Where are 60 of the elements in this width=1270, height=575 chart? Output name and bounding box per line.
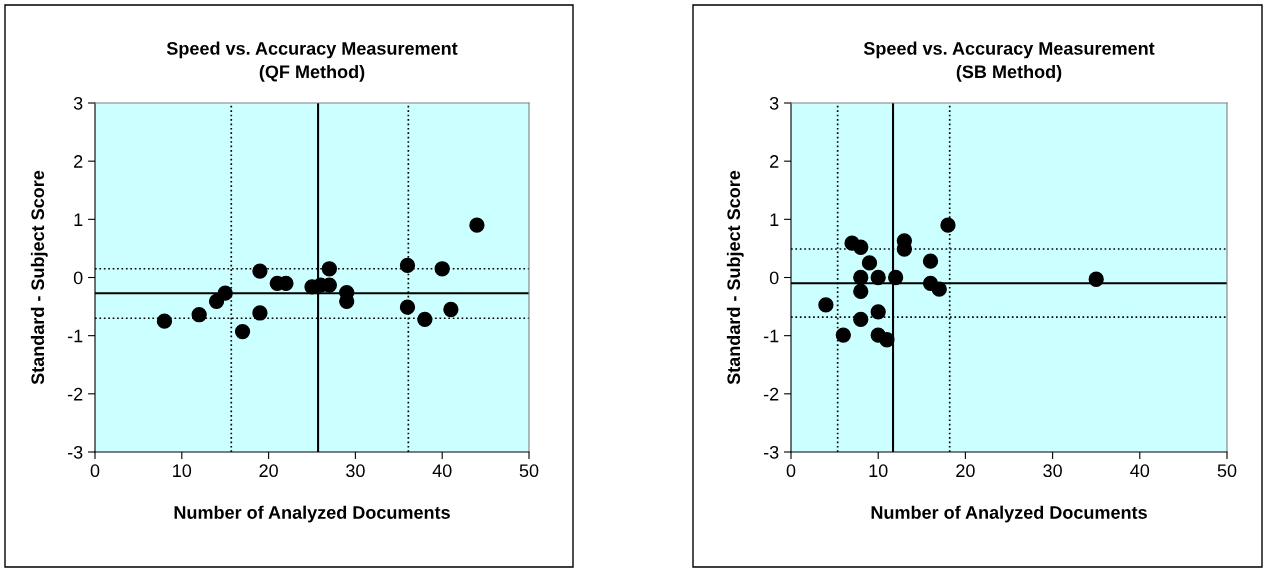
y-tick-label: 0 xyxy=(73,271,83,285)
point xyxy=(940,217,956,233)
x-axis-title: Number of Analyzed Documents xyxy=(174,505,450,523)
point xyxy=(879,332,895,348)
chart-title: Speed vs. Accuracy Measurement (QF Method) xyxy=(166,41,458,82)
chart-title: Speed vs. Accuracy Measurement (SB Method) xyxy=(863,41,1155,82)
point xyxy=(835,327,851,343)
x-tick-label: 10 xyxy=(173,464,192,478)
x-tick-label: 50 xyxy=(519,464,539,478)
y-tick-label: -1 xyxy=(67,329,83,343)
point xyxy=(191,307,207,323)
x-tick-label: 0 xyxy=(786,464,796,478)
y-tick-label: 1 xyxy=(770,213,779,226)
x-tick-label: 40 xyxy=(432,464,452,478)
y-tick-label: -1 xyxy=(763,329,779,343)
y-tick-label: -2 xyxy=(763,387,779,401)
point xyxy=(818,297,834,313)
point xyxy=(870,304,886,320)
y-axis-title: Standard - Subject Score xyxy=(30,170,48,385)
point xyxy=(217,285,233,301)
x-tick-label: 0 xyxy=(90,464,100,478)
y-tick-label: 2 xyxy=(74,155,83,168)
y-tick-label: 1 xyxy=(74,213,83,226)
x-axis-title: Number of Analyzed Documents xyxy=(871,505,1147,523)
point xyxy=(252,263,268,279)
point xyxy=(853,239,869,255)
y-tick-label: 2 xyxy=(770,155,779,168)
x-tick-label: 20 xyxy=(259,464,278,478)
point xyxy=(853,283,869,300)
y-tick-label: -2 xyxy=(67,387,83,401)
point xyxy=(156,313,173,329)
x-tick-label: 40 xyxy=(1130,464,1150,478)
point xyxy=(417,311,433,328)
x-tick-label: 30 xyxy=(1043,464,1062,478)
point xyxy=(922,253,939,269)
y-tick-label: 0 xyxy=(769,271,779,285)
point xyxy=(234,323,251,340)
y-tick-label: -3 xyxy=(67,445,83,459)
x-tick-label: 30 xyxy=(346,464,365,478)
point xyxy=(399,299,416,315)
point xyxy=(888,269,904,286)
point xyxy=(1088,271,1104,287)
point xyxy=(853,311,869,328)
x-tick-label: 50 xyxy=(1217,464,1237,478)
point xyxy=(434,261,450,277)
point xyxy=(399,257,416,273)
point xyxy=(853,269,869,286)
y-tick-label: -3 xyxy=(763,445,779,459)
point xyxy=(321,261,337,277)
point xyxy=(931,281,947,297)
y-tick-label: 3 xyxy=(769,96,779,110)
point xyxy=(252,305,268,321)
x-tick-label: 20 xyxy=(956,464,975,478)
point xyxy=(861,255,878,271)
y-axis-title: Standard - Subject Score xyxy=(726,170,744,385)
point xyxy=(469,217,485,233)
point xyxy=(443,301,459,318)
point xyxy=(870,269,886,286)
x-tick-label: 10 xyxy=(869,464,888,478)
y-tick-label: 3 xyxy=(73,96,83,110)
